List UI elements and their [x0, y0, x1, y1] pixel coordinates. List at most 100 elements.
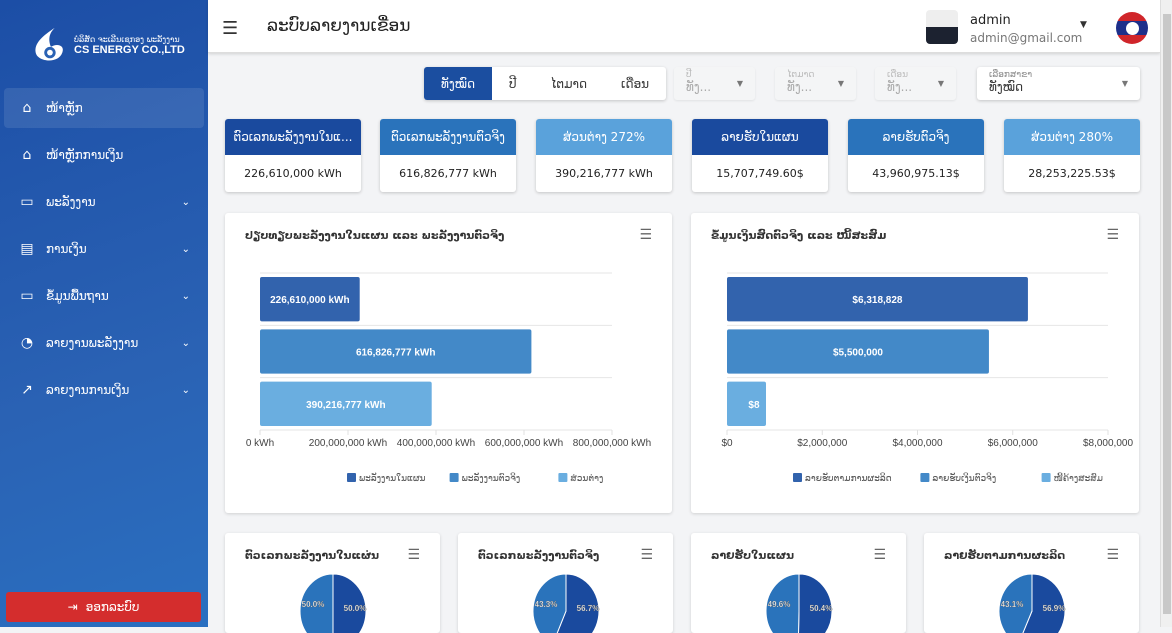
pie-data-label: 56.9% [1043, 604, 1066, 613]
chart-menu-icon[interactable]: ☰ [873, 547, 886, 563]
bar [727, 329, 989, 374]
energy-bar-chart: 0 kWh 200,000,000 kWh 400,000,000 kWh 600,0… [246, 272, 651, 483]
sidebar-item[interactable]: ↗ ລາຍງານການເງິນ ⌄ [4, 370, 204, 410]
pie-data-label: 43.3% [535, 600, 558, 609]
bar-data-label: $5,500,000 [833, 348, 883, 359]
donut-chart-icon: ◔ [20, 335, 34, 351]
kpi-value: 226,610,000 kWh [244, 167, 342, 180]
filter-select[interactable]: ປີ ທັງ... ▼ [674, 67, 755, 100]
select-label: ໄຕມາດ [787, 70, 815, 80]
lao-flag-language-icon[interactable] [1116, 12, 1148, 44]
sidebar-item-label: ໜ້າຫຼັກ [46, 101, 83, 115]
chart-title: ຕົວເລກພະລັງງານຕົວຈິງ [478, 549, 600, 562]
header: ☰ ລະບົບລາຍງານເຂື່ອນ admin admin@gmail.co… [208, 0, 1160, 53]
page-title: ລະບົບລາຍງານເຂື່ອນ [267, 16, 411, 36]
chart-title: ລາຍຮັບຕາມການຜະລິດ [944, 549, 1066, 562]
cash-debt-card: ຂໍ້ມູນເງິນສົດຕົວຈິງ ແລະ ໜີ້ສະສົມ ☰ $0 $2,… [691, 213, 1139, 513]
user-menu-caret-icon[interactable]: ▼ [1080, 20, 1087, 30]
kpi-title: ລາຍຮັບຕົວຈິງ [848, 119, 984, 155]
legend-label: ສ່ວນຕ່າງ [570, 473, 603, 483]
bar [260, 329, 532, 374]
pie-data-label: 49.6% [768, 600, 791, 609]
pie-slice [798, 573, 833, 633]
bar [727, 381, 766, 426]
segment-option[interactable]: ປີ [509, 76, 517, 91]
legend-label: ລາຍຮັບເງິນຕົວຈິງ [932, 472, 996, 483]
sidebar-item[interactable]: ◔ ລາຍງານພະລັງງານ ⌄ [4, 323, 204, 363]
pie-chart: 43.1% 56.9% [998, 573, 1066, 633]
segment-option[interactable]: ທັງໝົດ [424, 67, 493, 100]
pie-card: ລາຍຮັບໃນແຜນ ☰ 49.6% 50.4% [691, 533, 906, 633]
pie-data-label: 50.0% [302, 600, 325, 609]
pie-slice [299, 573, 334, 633]
logout-label: ອອກລະບົບ [85, 600, 140, 614]
scrollbar[interactable] [1160, 0, 1172, 627]
pie-card: ຕົວເລກພະລັງງານຕົວຈິງ ☰ 43.3% 56.7% [458, 533, 673, 633]
sidebar-item-label: ຂໍ້ມູນພື້ນຖານ [46, 289, 109, 303]
kpi-card: ລາຍຮັບໃນແຜນ 15,707,749.60$ [692, 119, 828, 192]
bar-data-label: 226,610,000 kWh [270, 295, 350, 306]
select-label: ເລືອກສາຂາ [989, 70, 1033, 80]
sidebar-item-label: ໜ້າຫຼັກການເງິນ [46, 148, 124, 162]
chart-trend-icon: ↗ [21, 382, 33, 398]
chart-title: ຕົວເລກພະລັງງານໃນແຜ່ນ [245, 549, 380, 562]
legend-label: ພະລັງງານໃນແຜນ [359, 472, 426, 483]
chart-menu-icon[interactable]: ☰ [640, 547, 653, 563]
company-name-lao: ບໍລິສັດ ຈະເລີນເຊກອງ ພະລັງງານ [74, 34, 180, 44]
bar [260, 277, 360, 322]
chevron-down-icon: ⌄ [181, 337, 190, 349]
kpi-title: ຕົວເລກພະລັງງານໃນແ... [225, 119, 361, 155]
legend-swatch [920, 473, 930, 482]
segment-option[interactable]: ໄຕມາດ [550, 76, 588, 91]
pie-card: ລາຍຮັບຕາມການຜະລິດ ☰ 43.1% 56.9% [924, 533, 1139, 633]
caret-down-icon: ▼ [736, 79, 743, 88]
menu-toggle-icon[interactable]: ☰ [222, 18, 239, 39]
select-value: ທັງ... [787, 80, 813, 94]
folder-icon: ▭ [20, 194, 34, 210]
filter-select[interactable]: ເລືອກສາຂາ ທັງໝົດ ▼ [977, 67, 1140, 100]
chart-menu-icon[interactable]: ☰ [1106, 547, 1119, 563]
user-email: admin@gmail.com [970, 31, 1083, 45]
pie-chart: 43.3% 56.7% [532, 573, 600, 633]
x-tick-label: 200,000,000 kWh [309, 438, 387, 449]
filter-select[interactable]: ເດືອນ ທັງ... ▼ [875, 67, 956, 100]
pie-slice [1022, 573, 1066, 633]
segment-option[interactable]: ເດືອນ [621, 76, 650, 91]
home-icon: ⌂ [22, 147, 32, 163]
bar-data-label: $6,318,828 [852, 295, 902, 306]
sidebar-item[interactable]: ▭ ພະລັງງານ ⌄ [4, 182, 204, 222]
briefcase-icon: ▤ [20, 241, 34, 257]
folder-search-icon: ▭ [20, 288, 34, 304]
bar-data-label: $8 [748, 400, 760, 411]
chart-menu-icon[interactable]: ☰ [407, 547, 420, 563]
chart-menu-icon[interactable]: ☰ [1106, 227, 1119, 243]
bar-data-label: 616,826,777 kWh [356, 348, 436, 359]
filter-select[interactable]: ໄຕມາດ ທັງ... ▼ [775, 67, 856, 100]
pie-data-label: 56.7% [577, 604, 600, 613]
sidebar-item[interactable]: ⌂ ໜ້າຫຼັກການເງິນ [4, 135, 204, 175]
kpi-card: ຕົວເລກພະລັງງານຕົວຈິງ 616,826,777 kWh [380, 119, 516, 192]
sidebar-item[interactable]: ▤ ການເງິນ ⌄ [4, 229, 204, 269]
kpi-value: 390,216,777 kWh [555, 167, 653, 180]
chart-title: ຂໍ້ມູນເງິນສົດຕົວຈິງ ແລະ ໜີ້ສະສົມ [711, 229, 887, 242]
avatar[interactable] [926, 10, 958, 44]
x-tick-label: 800,000,000 kWh [573, 438, 651, 449]
period-segmented-control: ທັງໝົດ ປີ ໄຕມາດ ເດືອນ [424, 67, 667, 100]
x-tick-label: $0 [721, 438, 733, 449]
kpi-value: 15,707,749.60$ [716, 167, 804, 180]
pie-card: ຕົວເລກພະລັງງານໃນແຜ່ນ ☰ 50.0% 50.0% [225, 533, 440, 633]
chart-title: ປຽບທຽບພະລັງງານໃນແຜນ ແລະ ພະລັງງານຕົວຈິງ [245, 229, 505, 242]
sidebar-item[interactable]: ⌂ ໜ້າຫຼັກ [4, 88, 204, 128]
pie-slice [556, 573, 600, 633]
logout-button[interactable]: ⇥ ອອກລະບົບ [6, 592, 201, 622]
sidebar-item[interactable]: ▭ ຂໍ້ມູນພື້ນຖານ ⌄ [4, 276, 204, 316]
pie-slice [332, 573, 367, 633]
x-tick-label: $4,000,000 [892, 438, 942, 449]
legend-swatch [558, 473, 568, 482]
bar [260, 381, 432, 426]
legend-swatch [793, 473, 802, 482]
company-logo: ບໍລິສັດ ຈະເລີນເຊກອງ ພະລັງງານ CS ENERGY CO… [30, 26, 185, 64]
kpi-title: ສ່ວນຕ່າງ 280% [1004, 119, 1140, 155]
chart-menu-icon[interactable]: ☰ [639, 227, 652, 243]
caret-down-icon: ▼ [937, 79, 944, 88]
